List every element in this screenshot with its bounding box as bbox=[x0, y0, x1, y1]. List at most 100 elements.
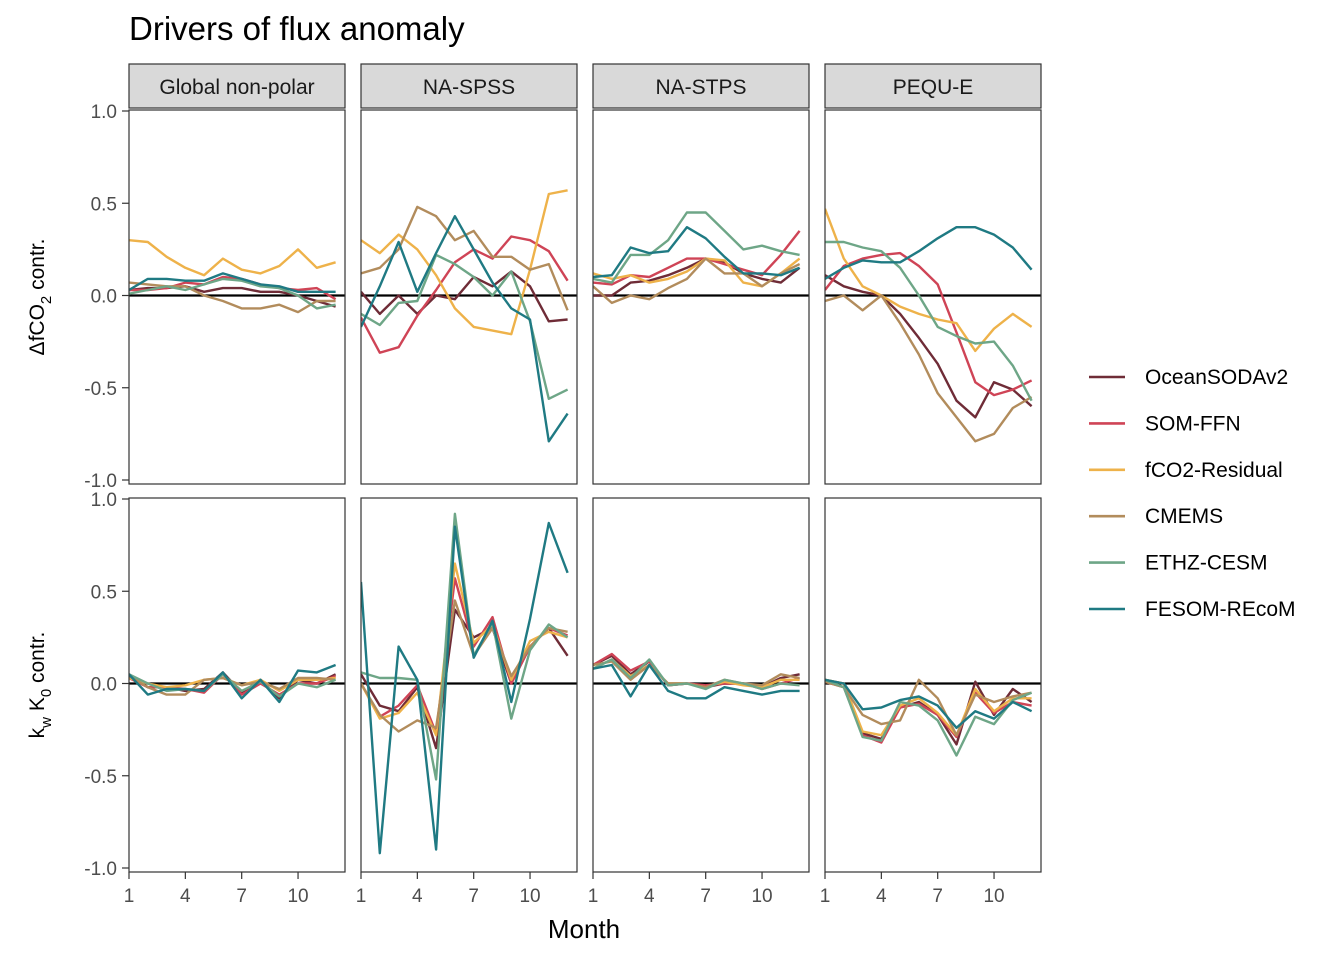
series-line bbox=[129, 277, 336, 310]
series-line bbox=[825, 208, 1033, 353]
series-line bbox=[825, 678, 1033, 757]
series-line bbox=[129, 272, 336, 293]
x-tick-label: 7 bbox=[468, 886, 479, 907]
y-axis-title-part: contr. bbox=[26, 632, 49, 689]
facet-strip-label: PEQU-E bbox=[893, 76, 974, 99]
y-axis-title-part: ΔfCO bbox=[26, 304, 49, 355]
panel-background bbox=[129, 110, 345, 484]
legend-item: CMEMS bbox=[1089, 505, 1223, 528]
panel-border bbox=[360, 109, 578, 485]
panel-border bbox=[824, 109, 1042, 485]
series-line bbox=[825, 240, 1033, 402]
series-line bbox=[593, 257, 801, 297]
y-axis-title: ΔfCO2 contr. bbox=[26, 239, 55, 356]
panel-plot-area bbox=[825, 678, 1041, 757]
panel-background bbox=[361, 498, 577, 872]
y-axis-title-part: K bbox=[26, 697, 49, 717]
y-tick-label: 0.5 bbox=[91, 582, 117, 603]
series-line bbox=[361, 189, 568, 336]
facet-strip-label: NA-STPS bbox=[655, 76, 746, 99]
legend-item: OceanSODAv2 bbox=[1089, 366, 1288, 389]
series-line bbox=[825, 678, 1033, 729]
legend-label: SOM-FFN bbox=[1145, 412, 1241, 435]
series-line bbox=[361, 270, 568, 323]
x-axis-title: Month bbox=[548, 914, 620, 944]
x-tick-label: 7 bbox=[932, 886, 943, 907]
x-tick-label: 1 bbox=[588, 886, 599, 907]
x-tick-label: 1 bbox=[124, 886, 135, 907]
y-axis-title-subscript: w bbox=[38, 717, 55, 729]
panel-plot-area bbox=[361, 189, 577, 443]
legend-label: ETHZ-CESM bbox=[1145, 552, 1268, 575]
y-tick-label: 1.0 bbox=[91, 102, 117, 123]
series-line bbox=[825, 251, 1033, 397]
series-line bbox=[129, 663, 337, 704]
x-tick-label: 10 bbox=[983, 886, 1004, 907]
series-line bbox=[593, 257, 801, 305]
series-line bbox=[825, 274, 1033, 419]
axes-layer: -1.0 -0.5 0.0 0.5 1.0 ΔfCO2 contr. -1.0 -0.5 0.0… bbox=[26, 102, 1005, 907]
panel-border bbox=[592, 109, 810, 485]
series-line bbox=[593, 225, 801, 279]
x-tick-label: 4 bbox=[412, 886, 423, 907]
panel-background bbox=[825, 498, 1041, 872]
y-axis-title-subscript: 0 bbox=[38, 689, 55, 697]
facet-strip bbox=[360, 63, 578, 109]
x-tick-label: 7 bbox=[236, 886, 247, 907]
facet-strip bbox=[592, 63, 810, 109]
series-line bbox=[361, 562, 568, 737]
series-line bbox=[825, 294, 1033, 443]
panel-plot-area bbox=[129, 663, 345, 704]
legend-label: fCO2-Residual bbox=[1145, 459, 1283, 482]
series-line bbox=[825, 678, 1032, 737]
legend-item: FESOM-REcoM bbox=[1089, 598, 1296, 621]
panel-plot-area bbox=[593, 652, 809, 700]
series-line bbox=[361, 205, 569, 311]
y-tick-label: 0.0 bbox=[91, 675, 117, 696]
y-axis-title-part: contr. bbox=[26, 239, 49, 296]
facet-strip bbox=[824, 63, 1042, 109]
panel-plot-area bbox=[593, 211, 809, 305]
legend-item: fCO2-Residual bbox=[1089, 459, 1283, 482]
legend-label: CMEMS bbox=[1145, 505, 1223, 528]
y-axis-title-subscript: 2 bbox=[38, 296, 55, 304]
legend: OceanSODAv2 SOM-FFN fCO2-Residual CMEMS ETHZ… bbox=[1089, 366, 1296, 621]
series-line bbox=[129, 239, 336, 277]
series-line bbox=[361, 214, 569, 443]
panel-border bbox=[128, 497, 346, 873]
y-tick-label: -1.0 bbox=[84, 859, 117, 880]
series-line bbox=[361, 235, 569, 354]
facet-strip-label: Global non-polar bbox=[159, 76, 314, 99]
panel-border bbox=[128, 109, 346, 485]
x-tick-label: 1 bbox=[820, 886, 831, 907]
x-tick-label: 4 bbox=[644, 886, 655, 907]
series-line bbox=[593, 211, 800, 284]
x-tick-label: 10 bbox=[287, 886, 308, 907]
y-axis-title-part: k bbox=[26, 727, 49, 738]
panel-plot-area bbox=[825, 208, 1041, 443]
legend-label: FESOM-REcoM bbox=[1145, 598, 1296, 621]
x-tick-label: 4 bbox=[180, 886, 191, 907]
y-tick-label: -0.5 bbox=[84, 379, 117, 400]
x-tick-label: 10 bbox=[519, 886, 540, 907]
panel-background bbox=[361, 110, 577, 484]
y-tick-label: 0.5 bbox=[91, 194, 117, 215]
legend-label: OceanSODAv2 bbox=[1145, 366, 1288, 389]
panel-border bbox=[592, 497, 810, 873]
legend-item: SOM-FFN bbox=[1089, 412, 1241, 435]
y-tick-label: 1.0 bbox=[91, 490, 117, 511]
series-line bbox=[593, 658, 800, 691]
series-line bbox=[593, 663, 800, 700]
x-tick-label: 4 bbox=[876, 886, 887, 907]
y-tick-label: 0.0 bbox=[91, 287, 117, 308]
series-line bbox=[825, 225, 1033, 280]
series-line bbox=[129, 275, 337, 301]
facet-strip-label: NA-SPSS bbox=[423, 76, 515, 99]
panel-plot-area bbox=[361, 512, 577, 855]
legend-item: ETHZ-CESM bbox=[1089, 552, 1268, 575]
panel-border bbox=[824, 497, 1042, 873]
facet-strip bbox=[128, 63, 346, 109]
panel-background bbox=[825, 110, 1041, 484]
series-line bbox=[361, 599, 568, 733]
